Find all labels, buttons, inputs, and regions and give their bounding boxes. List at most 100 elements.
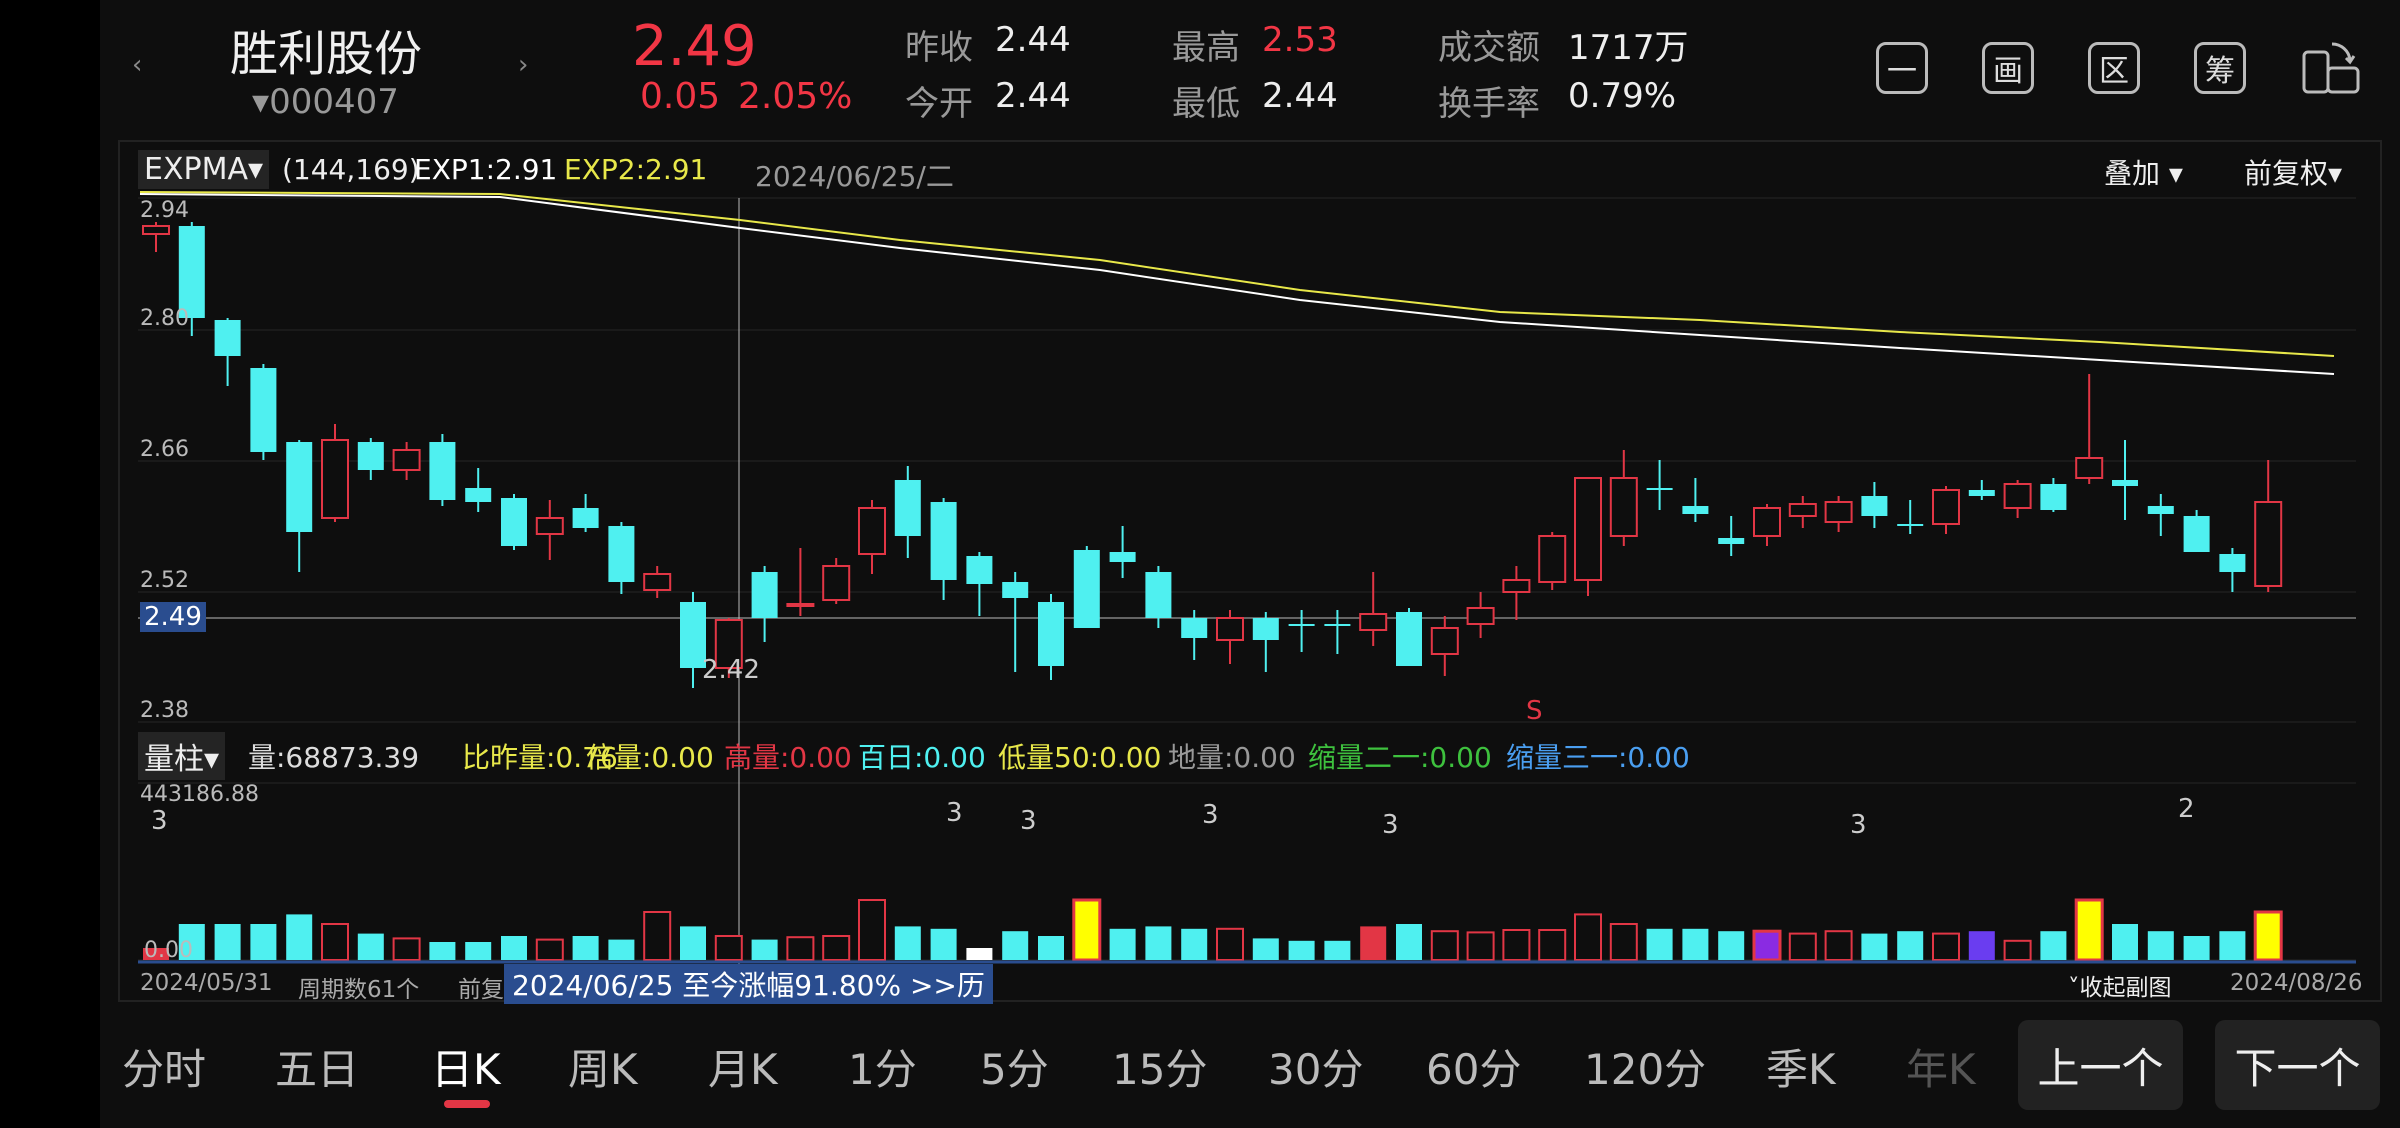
cursor-date: 2024/06/25/二	[755, 160, 954, 193]
volume-bar	[1752, 929, 1782, 962]
tab-5min[interactable]: 5分	[980, 1045, 1049, 1094]
exp1-line	[139, 193, 2335, 375]
volume-bar	[608, 939, 635, 960]
candle	[535, 500, 564, 560]
tab-120min[interactable]: 120分	[1584, 1045, 1707, 1094]
candle	[680, 592, 706, 688]
volume-bar	[1718, 931, 1745, 960]
next-stock-button[interactable]: 下一个	[2215, 1020, 2380, 1110]
volume-bar	[1181, 928, 1208, 960]
volume-bar	[2074, 898, 2104, 962]
candle	[1430, 616, 1459, 676]
volume-bar	[1609, 923, 1638, 961]
rotate-screen-icon[interactable]	[2298, 38, 2364, 102]
candle	[966, 552, 993, 616]
tab-quarterly-k[interactable]: 季K	[1766, 1045, 1836, 1094]
candle	[751, 566, 778, 642]
current-price: 2.49	[632, 14, 757, 79]
tab-five-day[interactable]: 五日	[275, 1045, 360, 1094]
range-tool-button[interactable]: 区	[2088, 42, 2140, 94]
volume-bar	[1038, 936, 1064, 960]
volume-bar	[2183, 936, 2210, 960]
volume-bar	[1396, 924, 1422, 960]
volume-bar	[1861, 933, 1888, 960]
tab-30min[interactable]: 30分	[1268, 1045, 1364, 1094]
adjust-select[interactable]: 前复权▾	[2244, 157, 2343, 190]
chips-tool-button[interactable]: 筹	[2194, 42, 2246, 94]
low-price-marker: 2.42	[702, 655, 760, 685]
candle	[643, 566, 672, 598]
bar-mark: 3	[1020, 806, 1037, 836]
volume-bar	[2112, 924, 2138, 960]
tab-weekly-k[interactable]: 周K	[568, 1045, 638, 1094]
collapse-subchart-button[interactable]: ˅收起副图	[2068, 975, 2172, 1001]
tab-15min[interactable]: 15分	[1112, 1045, 1208, 1094]
candle	[465, 468, 492, 512]
volume-bar	[429, 942, 456, 960]
volume-bar	[1788, 932, 1817, 961]
history-banner[interactable]: 2024/06/25 至今涨幅91.80% >>历	[504, 964, 993, 1004]
bar-mark: 3	[151, 806, 168, 836]
volume-bars	[143, 898, 2283, 962]
candle	[1396, 608, 1422, 666]
candle	[1359, 572, 1388, 646]
candle	[1824, 496, 1853, 532]
candle	[1897, 500, 1924, 534]
candle	[392, 442, 421, 480]
candle	[1324, 610, 1351, 654]
tab-1min[interactable]: 1分	[848, 1045, 917, 1094]
high-label: 最高	[1172, 28, 1240, 68]
volume-bar	[178, 924, 205, 960]
volume-bar	[392, 937, 421, 962]
candle	[858, 500, 886, 574]
tab-intraday[interactable]: 分时	[122, 1045, 207, 1094]
overlay-select[interactable]: 叠加 ▾	[2104, 157, 2183, 190]
line-tool-button[interactable]: 一	[1876, 42, 1928, 94]
volume-indicator-select[interactable]: 量柱▾	[138, 732, 226, 780]
tab-yearly-k[interactable]: 年K	[1906, 1045, 1976, 1094]
indicator-select[interactable]: EXPMA▾	[138, 150, 270, 189]
candle	[2219, 548, 2246, 592]
candle	[786, 548, 815, 616]
vol-ratio-label: 比昨量:0.76	[462, 741, 618, 774]
candle	[1932, 486, 1960, 534]
candle	[822, 558, 851, 604]
volume-bar	[894, 926, 921, 960]
candle	[2147, 494, 2174, 536]
candle	[2003, 480, 2032, 518]
volume-bar	[1430, 930, 1459, 962]
tab-monthly-k[interactable]: 月K	[708, 1045, 778, 1094]
volume-bar	[1216, 927, 1244, 961]
candle	[1109, 526, 1136, 578]
prev-stock-button[interactable]: 上一个	[2018, 1020, 2183, 1110]
vol-shrink21-label: 缩量二一:0.00	[1308, 741, 1492, 774]
signal-marker: S	[1526, 696, 1543, 726]
vol-ground-label: 地量:0.00	[1168, 741, 1296, 774]
exp1-label: EXP1:2.91	[414, 153, 558, 186]
high-value: 2.53	[1262, 20, 1338, 60]
y-tick: 2.66	[140, 437, 189, 462]
stock-code[interactable]: ▾000407	[252, 82, 399, 122]
tab-daily-k[interactable]: 日K	[431, 1045, 501, 1094]
volume-bar	[501, 936, 527, 960]
tab-60min[interactable]: 60分	[1426, 1045, 1522, 1094]
bar-mark: 3	[1850, 810, 1867, 840]
prev-close-label: 昨收	[905, 28, 973, 68]
vol-high-label: 高量:0.00	[724, 741, 852, 774]
draw-tool-button[interactable]: 画	[1982, 42, 2034, 94]
prev-stock-arrow-icon[interactable]: ‹	[132, 50, 143, 80]
price-change-pct: 2.05%	[738, 76, 853, 117]
y-tick: 2.80	[140, 306, 189, 331]
kline-chart[interactable]	[100, 0, 2400, 1010]
low-value: 2.44	[1262, 76, 1338, 116]
candle	[1502, 566, 1531, 620]
next-stock-arrow-icon[interactable]: ›	[518, 50, 529, 80]
volume-bar	[1466, 931, 1495, 962]
candle	[1181, 610, 1208, 660]
price-change: 0.05	[640, 76, 721, 117]
volume-bar	[465, 942, 492, 960]
end-date: 2024/08/26	[2230, 970, 2363, 996]
y-tick: 2.38	[140, 698, 189, 723]
prev-close-value: 2.44	[995, 20, 1071, 60]
volume-bar	[714, 935, 743, 961]
